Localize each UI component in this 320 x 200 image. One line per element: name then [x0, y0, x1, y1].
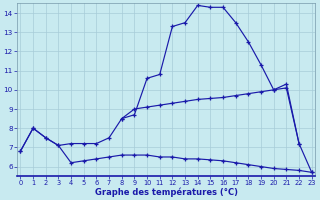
- X-axis label: Graphe des températures (°C): Graphe des températures (°C): [94, 187, 237, 197]
